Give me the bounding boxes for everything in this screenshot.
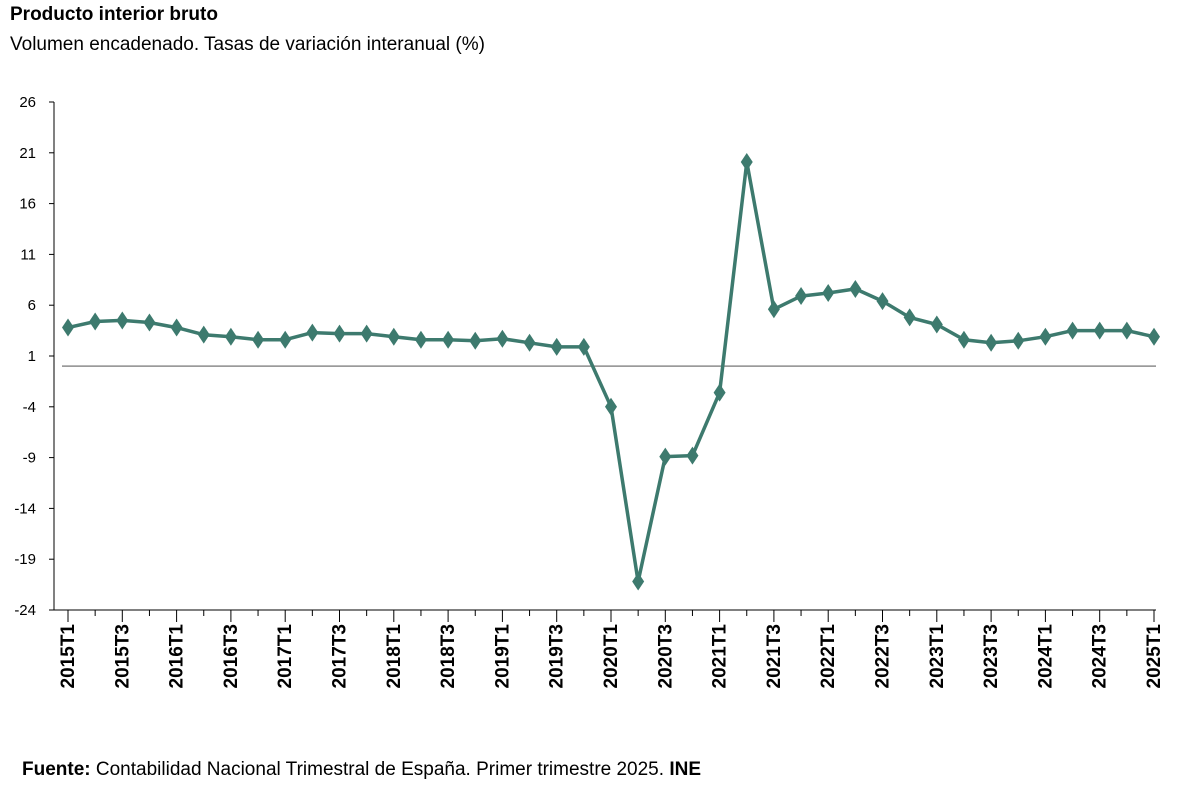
y-tick-label: 21 xyxy=(19,145,36,162)
x-tick-label: 2019T3 xyxy=(547,624,568,688)
chart-subtitle: Volumen encadenado. Tasas de variación i… xyxy=(10,34,485,55)
chart-axes: 26 21 16 11 6 1 -4 -9 -14 -19 -24 xyxy=(14,94,1156,622)
data-point-marker xyxy=(1039,327,1052,346)
data-point-marker xyxy=(360,324,373,343)
x-tick-label: 2019T1 xyxy=(492,624,513,689)
x-tick-label: 2022T3 xyxy=(873,624,894,688)
data-point-marker xyxy=(170,318,183,337)
data-point-marker xyxy=(1066,321,1079,340)
data-point-marker xyxy=(116,311,129,330)
data-point-marker xyxy=(62,318,74,337)
x-tick-label: 2015T1 xyxy=(58,624,79,689)
x-tick-labels: 2015T1 2015T3 2016T1 2016T3 2017T1 2017T3 2018… xyxy=(58,624,1165,689)
data-point-marker xyxy=(795,287,808,306)
data-point-marker xyxy=(849,279,862,298)
x-tick-label: 2017T3 xyxy=(330,624,351,688)
data-point-marker xyxy=(197,325,210,344)
x-tick-label: 2015T3 xyxy=(112,624,133,688)
data-point-marker xyxy=(713,383,726,402)
data-point-marker xyxy=(306,323,319,342)
data-point-marker xyxy=(740,152,753,171)
x-tick-label: 2016T1 xyxy=(167,624,188,689)
x-tick-label: 2018T3 xyxy=(438,624,459,688)
data-point-marker xyxy=(442,330,455,349)
chart-title: Producto interior bruto xyxy=(10,4,218,25)
data-point-marker xyxy=(89,312,102,331)
y-tick-label: 1 xyxy=(28,348,36,365)
data-point-marker xyxy=(876,292,889,311)
source-text: Contabilidad Nacional Trimestral de Espa… xyxy=(90,759,670,780)
data-point-marker xyxy=(143,313,156,332)
data-point-marker xyxy=(985,333,998,352)
y-tick-label: -4 xyxy=(23,399,36,416)
x-tick-label: 2017T1 xyxy=(275,624,296,689)
y-tick-label: -24 xyxy=(14,602,36,619)
data-point-marker xyxy=(632,572,645,591)
source-org: INE xyxy=(669,759,701,780)
data-point-marker xyxy=(903,308,916,327)
data-point-marker xyxy=(1148,327,1160,346)
data-point-marker xyxy=(387,327,400,346)
data-point-marker xyxy=(767,300,780,319)
data-point-marker xyxy=(1120,321,1133,340)
data-point-marker xyxy=(1012,331,1025,350)
data-point-marker xyxy=(822,284,835,303)
x-tick-label: 2024T3 xyxy=(1090,624,1111,688)
line-chart: 26 21 16 11 6 1 -4 -9 -14 -19 -24 2015T1 2015T3 2016… xyxy=(14,94,1165,689)
data-point-marker xyxy=(550,337,563,356)
series-line xyxy=(67,160,1155,584)
data-point-marker xyxy=(659,447,672,466)
data-point-marker xyxy=(469,331,482,350)
y-tick-label: 11 xyxy=(20,246,36,263)
x-tick-label: 2025T1 xyxy=(1144,624,1165,689)
source-label: Fuente: xyxy=(22,759,91,780)
y-tick-label: 16 xyxy=(19,196,36,213)
y-tick-label: -9 xyxy=(23,450,36,467)
data-point-marker xyxy=(333,324,346,343)
data-point-marker xyxy=(252,330,265,349)
series-group xyxy=(62,152,1160,591)
data-point-marker xyxy=(930,315,943,334)
data-point-marker xyxy=(523,333,536,352)
y-tick-label: -19 xyxy=(14,551,36,568)
x-tick-label: 2018T1 xyxy=(384,624,405,689)
data-point-marker xyxy=(957,330,970,349)
y-tick-label: -14 xyxy=(14,500,36,517)
x-tick-label: 2024T1 xyxy=(1035,624,1056,689)
data-point-marker xyxy=(1093,321,1106,340)
data-point-marker xyxy=(224,327,237,346)
x-tick-label: 2020T1 xyxy=(601,624,622,689)
data-point-marker xyxy=(605,397,617,416)
data-point-marker xyxy=(686,446,699,465)
data-point-marker xyxy=(577,337,590,356)
x-tick-label: 2021T3 xyxy=(764,624,785,688)
x-tick-label: 2016T3 xyxy=(221,624,242,688)
data-point-marker xyxy=(279,330,292,349)
y-tick-label: 6 xyxy=(28,297,36,314)
x-tick-label: 2023T1 xyxy=(927,624,948,689)
source-note: Fuente: Contabilidad Nacional Trimestral… xyxy=(22,759,701,781)
y-tick-label: 26 xyxy=(19,94,36,111)
data-point-marker xyxy=(496,329,509,348)
x-tick-label: 2021T1 xyxy=(710,624,731,689)
data-point-marker xyxy=(414,330,427,349)
x-tick-label: 2020T3 xyxy=(655,624,676,688)
x-tick-label: 2023T3 xyxy=(981,624,1002,688)
x-tick-label: 2022T1 xyxy=(818,624,839,689)
